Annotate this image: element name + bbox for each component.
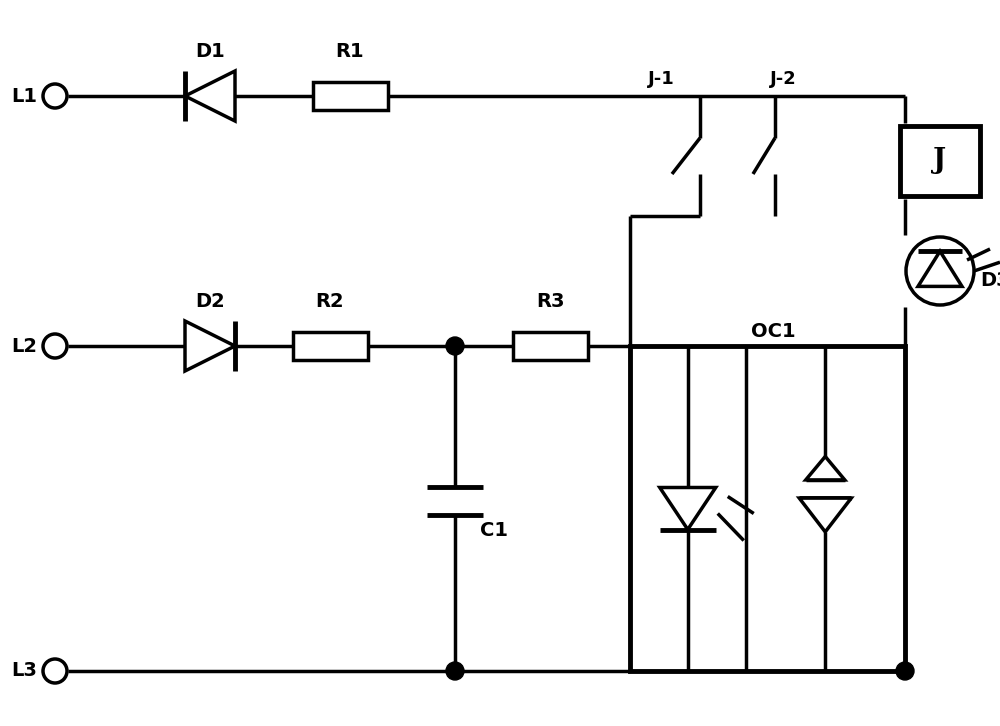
Text: D3: D3: [980, 272, 1000, 290]
Text: J-1: J-1: [648, 70, 675, 88]
Circle shape: [896, 662, 914, 680]
Text: D1: D1: [195, 42, 225, 61]
Circle shape: [43, 659, 67, 683]
Circle shape: [43, 84, 67, 108]
Text: J: J: [933, 147, 947, 174]
Text: L1: L1: [11, 86, 37, 105]
Text: D2: D2: [195, 292, 225, 311]
Text: R3: R3: [536, 292, 564, 311]
Text: C1: C1: [480, 521, 508, 540]
Text: L2: L2: [11, 336, 37, 356]
Text: L3: L3: [11, 661, 37, 680]
Circle shape: [446, 337, 464, 355]
Bar: [292, 332, 368, 360]
Polygon shape: [918, 251, 962, 286]
Polygon shape: [185, 321, 235, 371]
Polygon shape: [806, 457, 845, 480]
Bar: [900, 126, 980, 196]
Bar: [630, 346, 905, 671]
Circle shape: [446, 662, 464, 680]
Circle shape: [43, 334, 67, 358]
Bar: [312, 82, 388, 110]
Bar: [512, 332, 588, 360]
Text: R1: R1: [336, 42, 364, 61]
Text: R2: R2: [316, 292, 344, 311]
Polygon shape: [799, 498, 851, 532]
Text: OC1: OC1: [750, 322, 795, 341]
Text: J-2: J-2: [770, 70, 797, 88]
Polygon shape: [660, 487, 716, 529]
Polygon shape: [185, 71, 235, 121]
